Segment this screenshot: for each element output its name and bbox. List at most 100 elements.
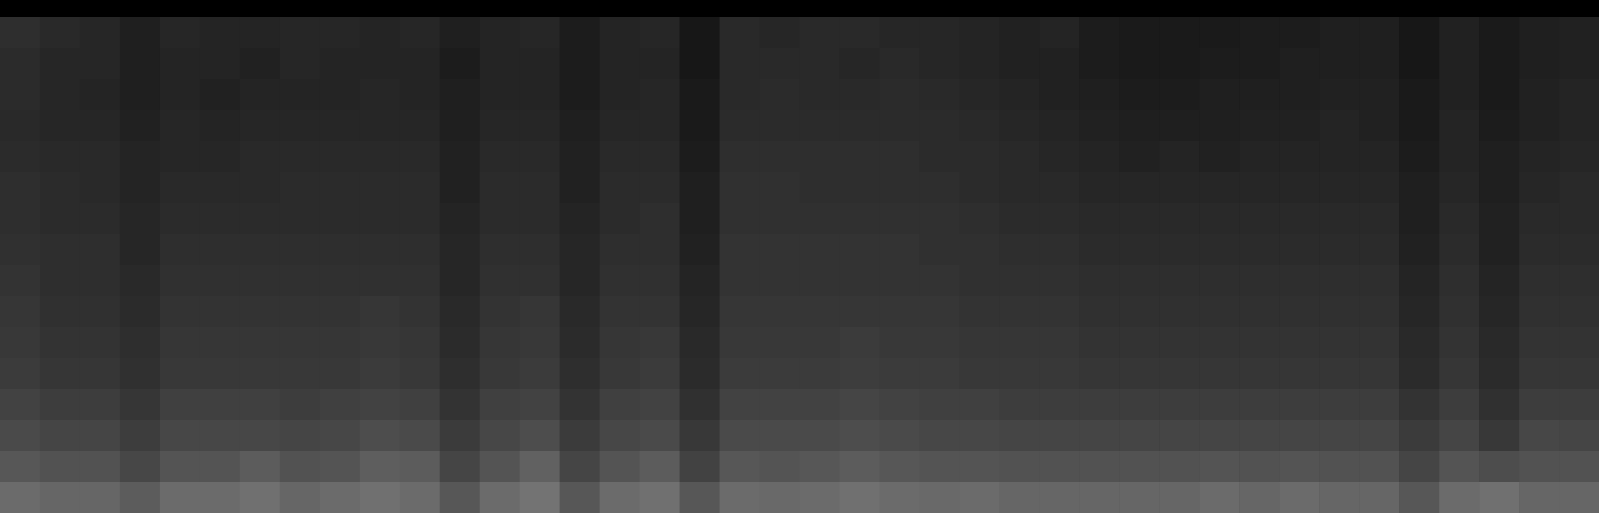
heatmap-cell xyxy=(1239,234,1280,266)
heatmap-cell xyxy=(40,420,81,452)
heatmap-cell xyxy=(1319,234,1360,266)
heatmap-cell xyxy=(400,265,441,297)
heatmap-cell xyxy=(1319,327,1360,359)
heatmap-cell xyxy=(1079,79,1120,111)
heatmap-cell xyxy=(800,451,841,483)
heatmap-cell xyxy=(560,48,601,80)
heatmap-cell xyxy=(240,234,281,266)
heatmap-cell xyxy=(560,327,601,359)
heatmap-cell xyxy=(760,17,801,49)
heatmap-cell xyxy=(400,451,441,483)
heatmap-cell xyxy=(1479,327,1520,359)
heatmap-cell xyxy=(1119,482,1160,513)
heatmap-cell xyxy=(40,17,81,49)
heatmap-cell xyxy=(360,79,401,111)
heatmap-cell xyxy=(320,141,361,173)
heatmap-cell xyxy=(160,389,201,421)
heatmap-cell xyxy=(280,420,321,452)
heatmap-cell xyxy=(160,265,201,297)
heatmap-cell xyxy=(200,234,241,266)
heatmap-cell xyxy=(240,296,281,328)
heatmap-cell xyxy=(959,389,1000,421)
heatmap-cell xyxy=(120,110,161,142)
heatmap-cell xyxy=(360,48,401,80)
heatmap-cell xyxy=(200,141,241,173)
heatmap-cell xyxy=(40,451,81,483)
heatmap-cell xyxy=(320,17,361,49)
heatmap-cell xyxy=(120,389,161,421)
heatmap-cell xyxy=(1039,203,1080,235)
heatmap-cell xyxy=(1199,234,1240,266)
heatmap-cell xyxy=(839,327,880,359)
heatmap-cell xyxy=(839,172,880,204)
heatmap-cell xyxy=(839,234,880,266)
heatmap-cell xyxy=(80,17,121,49)
heatmap-cell xyxy=(1519,265,1560,297)
heatmap-cell xyxy=(879,234,920,266)
heatmap-cell xyxy=(280,265,321,297)
heatmap-cell xyxy=(240,48,281,80)
heatmap-cell xyxy=(800,79,841,111)
heatmap-cell xyxy=(1359,172,1400,204)
heatmap-cell xyxy=(600,327,641,359)
heatmap-cell xyxy=(160,296,201,328)
heatmap-cell xyxy=(0,48,41,80)
heatmap-cell xyxy=(400,296,441,328)
heatmap-cell xyxy=(999,48,1040,80)
heatmap-cell xyxy=(520,17,561,49)
heatmap-cell xyxy=(1279,48,1320,80)
heatmap-cell xyxy=(600,420,641,452)
heatmap-cell xyxy=(959,48,1000,80)
heatmap-cell xyxy=(160,17,201,49)
heatmap-cell xyxy=(760,172,801,204)
heatmap-cell xyxy=(400,358,441,390)
heatmap-cell xyxy=(760,327,801,359)
heatmap-cell xyxy=(1239,327,1280,359)
heatmap-cell xyxy=(600,172,641,204)
heatmap-cell xyxy=(80,79,121,111)
heatmap-cell xyxy=(480,265,521,297)
heatmap-cell xyxy=(999,358,1040,390)
heatmap-cell xyxy=(1039,110,1080,142)
heatmap-cell xyxy=(1159,265,1200,297)
heatmap-cell xyxy=(120,203,161,235)
heatmap-cell xyxy=(240,327,281,359)
heatmap-cell xyxy=(440,358,481,390)
heatmap-cell xyxy=(1039,48,1080,80)
heatmap-cell xyxy=(160,420,201,452)
heatmap-cell xyxy=(1319,203,1360,235)
heatmap-cell xyxy=(440,327,481,359)
heatmap-cell xyxy=(1199,296,1240,328)
heatmap-cell xyxy=(1439,110,1480,142)
heatmap-cell xyxy=(1319,389,1360,421)
heatmap-cell xyxy=(999,203,1040,235)
heatmap-cell xyxy=(1159,110,1200,142)
heatmap-cell xyxy=(240,172,281,204)
heatmap-cell xyxy=(280,48,321,80)
heatmap-cell xyxy=(1239,17,1280,49)
heatmap-cell xyxy=(480,389,521,421)
heatmap-cell xyxy=(200,48,241,80)
heatmap-cell xyxy=(280,110,321,142)
heatmap-cell xyxy=(999,451,1040,483)
heatmap-cell xyxy=(1479,420,1520,452)
heatmap-cell xyxy=(0,327,41,359)
heatmap-cell xyxy=(1559,451,1599,483)
heatmap-cell xyxy=(1399,389,1440,421)
heatmap-cell xyxy=(959,17,1000,49)
heatmap-cell xyxy=(80,265,121,297)
heatmap-cell xyxy=(1319,110,1360,142)
heatmap-cell xyxy=(919,234,960,266)
heatmap-cell xyxy=(40,358,81,390)
heatmap-cell xyxy=(360,172,401,204)
heatmap-cell xyxy=(1399,482,1440,513)
heatmap-cell xyxy=(919,172,960,204)
heatmap-cell xyxy=(440,234,481,266)
heatmap-cell xyxy=(680,48,721,80)
heatmap-cell xyxy=(40,389,81,421)
heatmap-cell xyxy=(1119,110,1160,142)
heatmap-cell xyxy=(1399,420,1440,452)
heatmap-cell xyxy=(0,358,41,390)
heatmap-cell xyxy=(1319,48,1360,80)
heatmap-cell xyxy=(760,234,801,266)
